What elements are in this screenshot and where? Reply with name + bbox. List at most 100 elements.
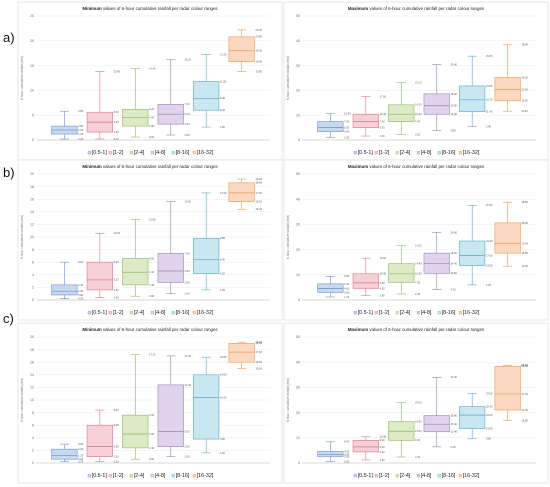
value-label-q3: 6.60 (149, 256, 155, 260)
value-label-median: 14.40 (450, 262, 457, 266)
box-iqr (352, 440, 379, 453)
value-label-q1: 13.60 (486, 427, 493, 431)
box-iqr (388, 104, 415, 122)
legend-swatch (108, 151, 112, 155)
box-iqr (388, 263, 415, 283)
legend-item: [8-16] (437, 473, 456, 479)
value-label-median: 3.20 (114, 278, 120, 282)
value-label-q3: 23.40 (486, 239, 493, 243)
legend-item: [1-2] (374, 473, 390, 479)
box-1: 9.40 6.404.603.001.20 (317, 274, 350, 299)
box-3: 21.60 14.40 10.40 7.00 2.40 (388, 243, 422, 296)
box-5: 17.00 9.80 6.40 4.20 1.60 (193, 191, 227, 292)
box-iqr (352, 113, 379, 128)
y-tick-label: 5 (32, 113, 34, 117)
box-iqr (193, 81, 220, 111)
value-label-q1: 3.20 (184, 122, 190, 126)
value-label-min: 1.60 (220, 288, 226, 292)
value-label-median: 5.00 (344, 126, 350, 130)
legend-item: [16-32] (458, 150, 480, 156)
value-label-max: 3.00 (78, 442, 84, 446)
legend-swatch (353, 151, 357, 155)
chart-title: Maximum values of 6-hour cumulative rain… (348, 164, 485, 169)
value-label-q3: 14.40 (415, 262, 422, 266)
y-tick-label: 50 (296, 172, 300, 176)
legend-swatch (87, 311, 91, 315)
y-tick-label: 30 (296, 223, 300, 227)
value-label-max: 17.20 (220, 53, 227, 57)
legend-item: [2-4] (395, 150, 411, 156)
value-label-q1: 2.80 (184, 280, 190, 284)
legend-label: [16-32] (197, 150, 214, 156)
value-label-q3: 21.80 (486, 84, 493, 88)
value-label-max: 21.60 (415, 243, 422, 247)
value-label-max: 16.80 (220, 355, 227, 359)
value-label-min: 2.40 (415, 455, 421, 459)
legend-swatch (171, 151, 175, 155)
value-label-min: 0.20 (114, 460, 120, 464)
box-2: 16.60 10.40 6.804.60 1.80 (352, 256, 387, 297)
value-label-q1: 3.00 (344, 290, 350, 294)
legend-label: [16-32] (463, 310, 480, 316)
value-label-max: 10.60 (344, 112, 351, 116)
value-label-median: 2.60 (114, 445, 120, 449)
value-label-q3: 18.80 (450, 414, 457, 418)
box-iqr (86, 424, 113, 458)
legend-swatch (129, 311, 133, 315)
value-label-q3: 19.00 (255, 341, 262, 345)
legend-label: [8-16] (442, 150, 456, 156)
value-label-max: 38.80 (521, 200, 528, 204)
legend-swatch (108, 311, 112, 315)
value-label-max: 9.40 (344, 274, 350, 278)
legend-item: [2-4] (129, 473, 145, 479)
legend-label: [4-8] (421, 150, 432, 156)
box-6: 38.80 30.60 22.40 18.60 13.40 (494, 200, 528, 268)
legend-swatch (437, 311, 441, 315)
legend-swatch (171, 474, 175, 478)
y-tick-label: 10 (296, 113, 300, 117)
legend-swatch (374, 311, 378, 315)
chart-panel: Minimum values of 6-hour cumulative rain… (17, 1, 283, 161)
box-iqr (193, 237, 220, 274)
value-label-q1: 15.80 (521, 99, 528, 103)
value-label-q1: 9.00 (415, 438, 421, 442)
value-label-max: 6.00 (78, 260, 84, 264)
value-label-q3: 9.00 (380, 438, 386, 442)
value-label-max: 16.20 (184, 58, 191, 62)
value-label-min: 14.40 (255, 207, 262, 211)
legend-item: [4-8] (150, 150, 166, 156)
legend-label: [0.5-1] (92, 473, 108, 479)
legend-label: [4-8] (155, 473, 166, 479)
value-label-median: 17.00 (255, 191, 262, 195)
y-tick-label: 40 (296, 360, 300, 364)
value-label-min: 0.20 (78, 297, 84, 301)
legend-item: [1-2] (374, 150, 390, 156)
legend-label: [1-2] (379, 310, 390, 316)
legend-item: [4-8] (150, 473, 166, 479)
box-5: 17.20 11.80 8.40 6.00 2.60 (193, 53, 227, 129)
value-label-median: 4.40 (149, 270, 155, 274)
value-label-q1: 1.00 (114, 455, 120, 459)
y-tick-label: 20 (296, 248, 300, 252)
y-tick-label: 25 (30, 14, 34, 18)
legend-item: [1-2] (108, 150, 124, 156)
value-label-q3: 2.80 (78, 124, 84, 128)
value-label-q1: 7.00 (415, 280, 421, 284)
value-label-max: 17.00 (184, 354, 191, 358)
chart-title: Minimum values of 6-hour cumulative rain… (82, 327, 218, 332)
value-label-median: 10.40 (415, 112, 422, 116)
box-4: 15.60 7.40 4.60 2.80 1.00 (157, 200, 192, 296)
value-label-q1: 0.60 (78, 457, 84, 461)
value-label-q1: 12.40 (450, 430, 457, 434)
legend-label: [2-4] (134, 473, 145, 479)
legend-item: [1-2] (374, 310, 390, 316)
y-tick-label: 20 (30, 335, 34, 339)
chart-title-rest: values of 6-hour cumulative rainfall per… (368, 164, 485, 169)
box-6: 38.40 25.20 20.40 15.80 11.60 (494, 43, 528, 113)
legend-swatch (416, 151, 420, 155)
legend-swatch (129, 474, 133, 478)
box-iqr (423, 93, 450, 115)
value-label-q1: 10.40 (450, 112, 457, 116)
y-axis-label: 6-hour cumulative rainfall (mm) (286, 215, 290, 259)
value-label-q1: 3.40 (344, 129, 350, 133)
